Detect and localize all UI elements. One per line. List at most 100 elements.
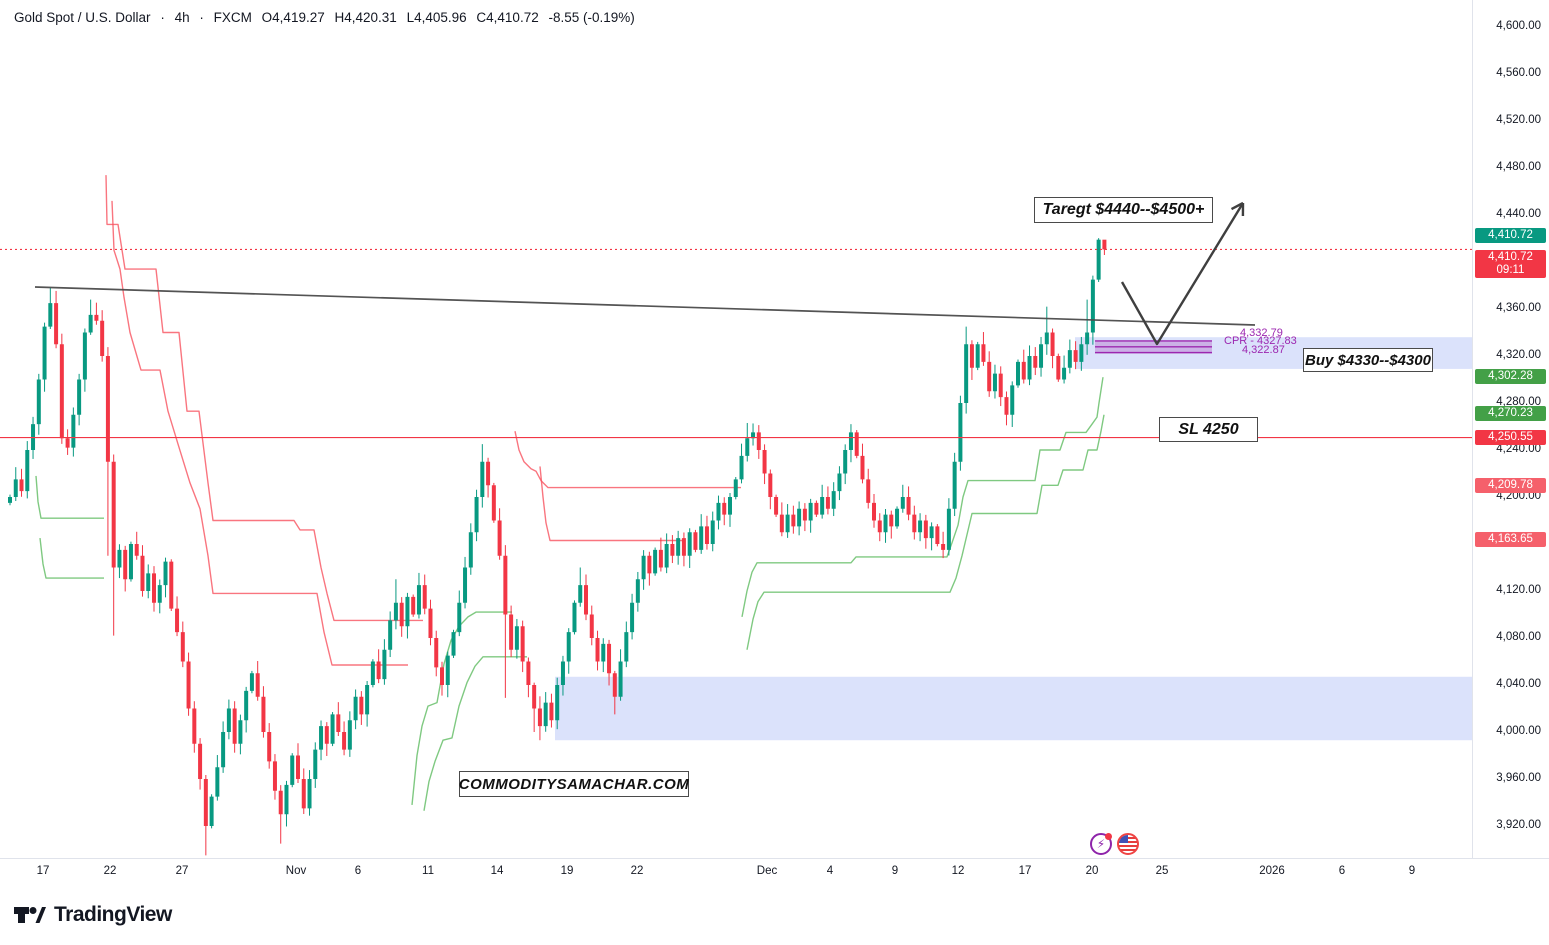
candle: [906, 497, 911, 515]
price-tick-label: 4,360.00: [1496, 302, 1541, 314]
candle: [221, 732, 226, 768]
candle: [722, 502, 727, 515]
candle: [1016, 361, 1020, 386]
candle: [42, 326, 47, 380]
candle: [88, 314, 93, 333]
candle: [992, 373, 997, 392]
candle: [958, 403, 963, 462]
candle: [146, 573, 151, 591]
candle: [365, 685, 370, 715]
candle: [411, 596, 416, 615]
time-axis[interactable]: 17 22 27 Nov 6 11 14 19 22 Dec 4 9 12 17 20 25 2026 6 9: [0, 858, 1549, 888]
candle: [889, 514, 894, 527]
candle: [1096, 239, 1101, 280]
candle: [624, 632, 629, 662]
price-tick-label: 3,920.00: [1496, 819, 1541, 831]
candle: [693, 532, 698, 550]
candle: [393, 602, 398, 621]
candle: [739, 455, 744, 480]
indicator-step-line: [746, 414, 1105, 650]
ohlc-close: C4,410.72: [476, 10, 539, 25]
stop-loss-annotation-label[interactable]: SL 4250: [1159, 417, 1258, 442]
candle: [549, 702, 554, 721]
candle: [267, 732, 272, 762]
candle: [981, 344, 986, 362]
economic-event-us-flag-icon[interactable]: [1117, 833, 1139, 855]
time-tick-label: 25: [1155, 865, 1169, 877]
candle: [560, 661, 565, 685]
indicator-step-line: [741, 377, 1104, 618]
candle: [59, 344, 64, 439]
candle: [866, 479, 871, 503]
candle: [843, 450, 848, 474]
candle: [762, 450, 767, 474]
candle: [388, 620, 393, 650]
candlestick-chart[interactable]: [0, 0, 1472, 858]
candle: [468, 532, 473, 568]
buy-zone-annotation-label[interactable]: Buy $4330--$4300: [1303, 348, 1433, 372]
candle: [480, 461, 485, 497]
candle: [1056, 356, 1061, 380]
interval-label[interactable]: 4h: [174, 10, 190, 25]
candle: [768, 473, 773, 497]
candle: [382, 649, 387, 680]
candle: [140, 555, 145, 591]
flag-canton: [1119, 835, 1128, 843]
candle: [987, 361, 992, 392]
candle: [301, 779, 306, 809]
candle: [342, 732, 347, 750]
price-change: -8.55 (-0.19%): [548, 10, 635, 25]
candle: [249, 673, 254, 691]
tradingview-logo[interactable]: TradingView: [14, 901, 172, 929]
candle: [319, 726, 324, 750]
price-axis[interactable]: 4,600.00 4,560.00 4,520.00 4,480.00 4,440.00…: [1472, 0, 1549, 858]
exchange-label: FXCM: [213, 10, 252, 25]
candle: [733, 479, 738, 497]
candle: [802, 508, 807, 521]
time-tick-label: 6: [1338, 865, 1346, 877]
candle: [169, 561, 174, 609]
candle: [647, 555, 652, 574]
candle: [595, 638, 600, 662]
tradingview-logo-text: TradingView: [54, 903, 172, 926]
candle: [1039, 344, 1044, 368]
cpr-top-value: 4,332.79: [1240, 327, 1283, 339]
candle: [664, 544, 669, 568]
projection-arrow[interactable]: [1120, 202, 1245, 346]
candle: [313, 749, 318, 779]
target-annotation-label[interactable]: Taregt $4440--$4500+: [1034, 197, 1213, 223]
chart-plot-area[interactable]: [0, 0, 1472, 858]
candle: [900, 497, 905, 509]
candle: [175, 608, 180, 633]
candle: [117, 549, 122, 568]
candle: [434, 638, 439, 668]
candle: [163, 561, 168, 586]
candle: [877, 520, 882, 533]
highlight-box[interactable]: [555, 676, 1472, 741]
price-tick-label: 4,320.00: [1496, 349, 1541, 361]
candle: [8, 497, 12, 503]
economic-event-lightning-icon[interactable]: ⚡: [1090, 833, 1112, 855]
candle: [192, 708, 197, 744]
price-tick-label: 4,040.00: [1496, 678, 1541, 690]
candle: [555, 685, 560, 721]
symbol-name[interactable]: Gold Spot / U.S. Dollar: [14, 10, 151, 25]
candle: [405, 596, 410, 627]
candle: [428, 608, 433, 638]
candle: [612, 673, 617, 697]
candle: [514, 626, 519, 650]
candle: [566, 632, 571, 662]
candle: [710, 520, 715, 544]
candle: [261, 696, 266, 732]
candle: [244, 690, 249, 721]
trendline: [34, 286, 1256, 326]
candle: [751, 432, 756, 439]
candle: [353, 696, 358, 721]
price-tick-label: 4,480.00: [1496, 161, 1541, 173]
candle: [123, 549, 128, 580]
candle: [463, 567, 468, 603]
candle: [486, 461, 491, 486]
candle: [359, 696, 364, 715]
candle: [728, 497, 732, 515]
candle: [952, 461, 957, 509]
